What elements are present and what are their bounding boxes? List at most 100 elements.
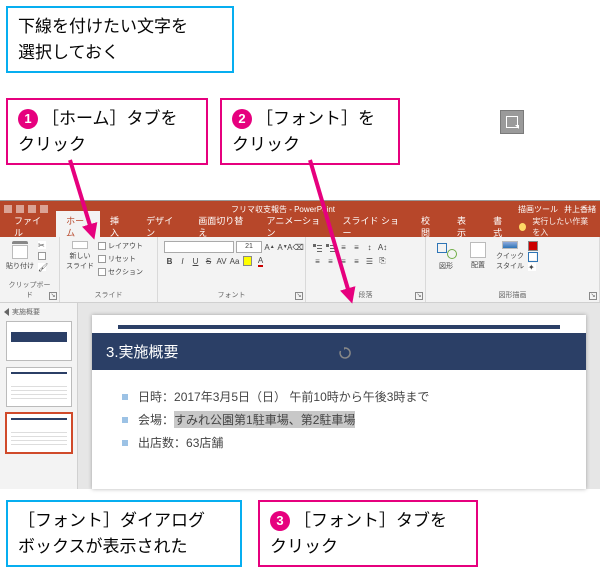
clear-format-button[interactable]: A⌫ xyxy=(290,241,301,253)
list-item: 出店数： 63店舗 xyxy=(122,434,560,451)
callout-text: ［ホーム］タブを クリック xyxy=(18,109,178,154)
char-spacing-button[interactable]: AV xyxy=(216,255,227,267)
bullet-icon xyxy=(122,394,128,400)
li-label: 日時： xyxy=(138,388,174,405)
arrange-button[interactable]: 配置 xyxy=(464,241,492,271)
strike-button[interactable]: S xyxy=(203,255,214,267)
line-spacing-button[interactable]: ↕ xyxy=(364,241,375,253)
shapes-button[interactable]: 図形 xyxy=(432,241,460,271)
text-direction-button[interactable]: A↕ xyxy=(377,241,388,253)
bullets-button[interactable] xyxy=(312,241,323,253)
align-center-button[interactable]: ≡ xyxy=(325,255,336,267)
section-button[interactable]: セクション xyxy=(98,267,143,277)
decrease-indent-button[interactable]: ≡ xyxy=(338,241,349,253)
outline-hint-text: 実施概要 xyxy=(12,307,40,317)
callout-preselect-text: 下線を付けたい文字を 選択しておく xyxy=(6,6,234,73)
section-label: セクション xyxy=(108,267,143,277)
new-slide-button[interactable]: 新しい スライド xyxy=(66,241,94,271)
font-dialog-launcher[interactable]: ↘ xyxy=(295,292,303,300)
new-slide-icon xyxy=(72,241,88,249)
align-right-button[interactable]: ≡ xyxy=(338,255,349,267)
quick-style-label: クイック スタイル xyxy=(496,251,524,271)
align-left-button[interactable]: ≡ xyxy=(312,255,323,267)
copy-icon[interactable] xyxy=(38,252,46,260)
paragraph-dialog-launcher[interactable]: ↘ xyxy=(415,292,423,300)
slide-body-textbox[interactable]: 日時： 2017年3月5日（日） 午前10時から午後3時まで 会場： すみれ公園… xyxy=(118,370,560,451)
slide-thumb-1[interactable] xyxy=(6,321,72,361)
step-badge-1: 1 xyxy=(18,109,38,129)
callout-step-3: 3［フォント］タブを クリック xyxy=(258,500,478,567)
cut-icon[interactable]: ✂ xyxy=(38,241,46,249)
font-size-dropdown[interactable]: 21 xyxy=(236,241,262,253)
change-case-button[interactable]: Aa xyxy=(229,255,240,267)
tell-me-box[interactable]: 実行したい作業を入 xyxy=(532,216,596,238)
quick-style-icon xyxy=(502,241,518,249)
format-painter-icon[interactable]: 🖌 xyxy=(38,263,46,271)
group-clipboard: 貼り付け ✂ 🖌 クリップボード ↘ xyxy=(0,237,60,302)
li-value: 2017年3月5日（日） 午前10時から午後3時まで xyxy=(174,388,429,405)
group-slides: 新しい スライド レイアウト リセット セクション スライド xyxy=(60,237,158,302)
drawing-dialog-launcher[interactable]: ↘ xyxy=(589,292,597,300)
layout-button[interactable]: レイアウト xyxy=(98,241,143,251)
font-family-dropdown[interactable] xyxy=(164,241,234,253)
callout-text: ［フォント］タブを クリック xyxy=(270,511,447,556)
smartart-button[interactable]: ⎘ xyxy=(377,255,388,267)
group-drawing: 図形 配置 クイック スタイル ✦ 図形描画 ↘ xyxy=(426,237,600,302)
group-font: 21 A▲ A▼ A⌫ B I U S AV Aa A xyxy=(158,237,306,302)
step-badge-2: 2 xyxy=(232,109,252,129)
group-label-paragraph: 段落 xyxy=(312,288,419,300)
dialog-launcher-icon xyxy=(500,110,524,134)
list-item: 日時： 2017年3月5日（日） 午前10時から午後3時まで xyxy=(122,388,560,405)
arrange-label: 配置 xyxy=(471,260,485,270)
li-label: 出店数： xyxy=(138,434,186,451)
paste-label: 貼り付け xyxy=(6,261,34,271)
shape-fill-button[interactable] xyxy=(528,241,536,249)
lightbulb-icon xyxy=(519,223,526,231)
bold-button[interactable]: B xyxy=(164,255,175,267)
increase-font-button[interactable]: A▲ xyxy=(264,241,275,253)
powerpoint-window: フリマ収支報告 - PowerPoint 描画ツール 井上香緒 ファイル ホーム… xyxy=(0,200,600,488)
group-label-font: フォント xyxy=(164,288,299,300)
columns-button[interactable]: ☰ xyxy=(364,255,375,267)
highlight-color-button[interactable] xyxy=(242,255,253,267)
callout-text: ［フォント］を クリック xyxy=(232,109,375,154)
arrange-icon xyxy=(470,242,486,258)
step-badge-3: 3 xyxy=(270,511,290,531)
font-color-button[interactable]: A xyxy=(255,255,266,267)
li-value: 63店舗 xyxy=(186,434,223,451)
numbering-button[interactable] xyxy=(325,241,336,253)
reset-button[interactable]: リセット xyxy=(98,254,143,264)
slide-thumb-3[interactable]: 3 xyxy=(6,413,72,453)
shapes-icon xyxy=(435,241,457,259)
arrow-left-icon xyxy=(4,308,9,316)
clipboard-dialog-launcher[interactable]: ↘ xyxy=(49,292,57,300)
section-icon xyxy=(98,268,106,276)
layout-label: レイアウト xyxy=(108,241,143,251)
slide-editor-area[interactable]: 3.実施概要 日時： 2017年3月5日（日） 午前10時から午後3時まで 会場… xyxy=(78,303,600,489)
list-item: 会場： すみれ公園第1駐車場、第2駐車場 xyxy=(122,411,560,428)
callout-text: ［フォント］ダイアログ ボックスが表示された xyxy=(18,511,205,556)
outline-return-hint: 実施概要 xyxy=(4,307,73,317)
rotate-handle-icon[interactable] xyxy=(339,347,351,359)
italic-button[interactable]: I xyxy=(177,255,188,267)
quick-style-button[interactable]: クイック スタイル xyxy=(496,241,524,271)
user-name: 井上香緒 xyxy=(564,204,596,215)
new-slide-label: 新しい スライド xyxy=(66,251,94,271)
callout-dialog-shown: ［フォント］ダイアログ ボックスが表示された xyxy=(6,500,242,567)
increase-indent-button[interactable]: ≡ xyxy=(351,241,362,253)
callout-step-1: 1［ホーム］タブを クリック xyxy=(6,98,208,165)
shapes-label: 図形 xyxy=(439,261,453,271)
shape-outline-button[interactable] xyxy=(528,252,536,260)
shape-effects-button[interactable]: ✦ xyxy=(528,263,536,271)
li-label: 会場： xyxy=(138,411,174,428)
underline-button[interactable]: U xyxy=(190,255,201,267)
group-label-clipboard: クリップボード xyxy=(6,278,53,300)
ribbon: 貼り付け ✂ 🖌 クリップボード ↘ 新しい スライド レイアウト リセ xyxy=(0,237,600,303)
paste-button[interactable]: 貼り付け xyxy=(6,241,34,271)
justify-button[interactable]: ≡ xyxy=(351,255,362,267)
thumbnail-panel[interactable]: 実施概要 2 3 xyxy=(0,303,78,489)
slide-thumb-2[interactable]: 2 xyxy=(6,367,72,407)
slide-canvas[interactable]: 3.実施概要 日時： 2017年3月5日（日） 午前10時から午後3時まで 会場… xyxy=(92,315,586,489)
layout-icon xyxy=(98,242,106,250)
selected-text[interactable]: すみれ公園第1駐車場、第2駐車場 xyxy=(174,411,355,428)
